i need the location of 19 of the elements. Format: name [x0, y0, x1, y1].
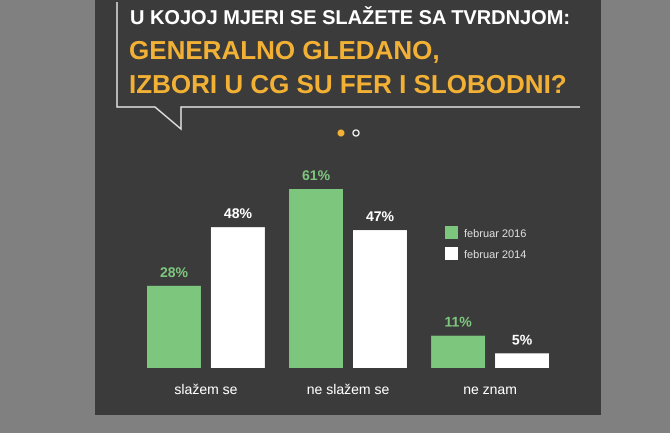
data-label: 11% [444, 314, 472, 330]
x-tick-label: ne slažem se [306, 381, 390, 397]
bar [289, 189, 343, 368]
bar [431, 336, 486, 368]
data-label: 48% [224, 205, 252, 222]
x-tick-label: slažem se [174, 381, 238, 397]
bar [353, 230, 407, 368]
bar [147, 286, 201, 368]
legend-label: februar 2014 [464, 249, 526, 261]
data-label: 28% [160, 264, 189, 280]
data-label: 5% [512, 331, 533, 348]
data-label: 61% [302, 167, 331, 183]
bar [495, 353, 549, 368]
chart-title: U KOJOJ MJERI SE SLAŽETE SA TVRDNJOM: [130, 6, 570, 29]
x-tick-label: ne znam [463, 381, 517, 397]
legend-label: februar 2016 [464, 228, 526, 240]
data-label: 47% [366, 208, 395, 224]
bar [210, 227, 265, 368]
chart-subtitle: GENERALNO GLEDANO, IZBORI U CG SU FER I SLOBODNI? [129, 35, 567, 99]
